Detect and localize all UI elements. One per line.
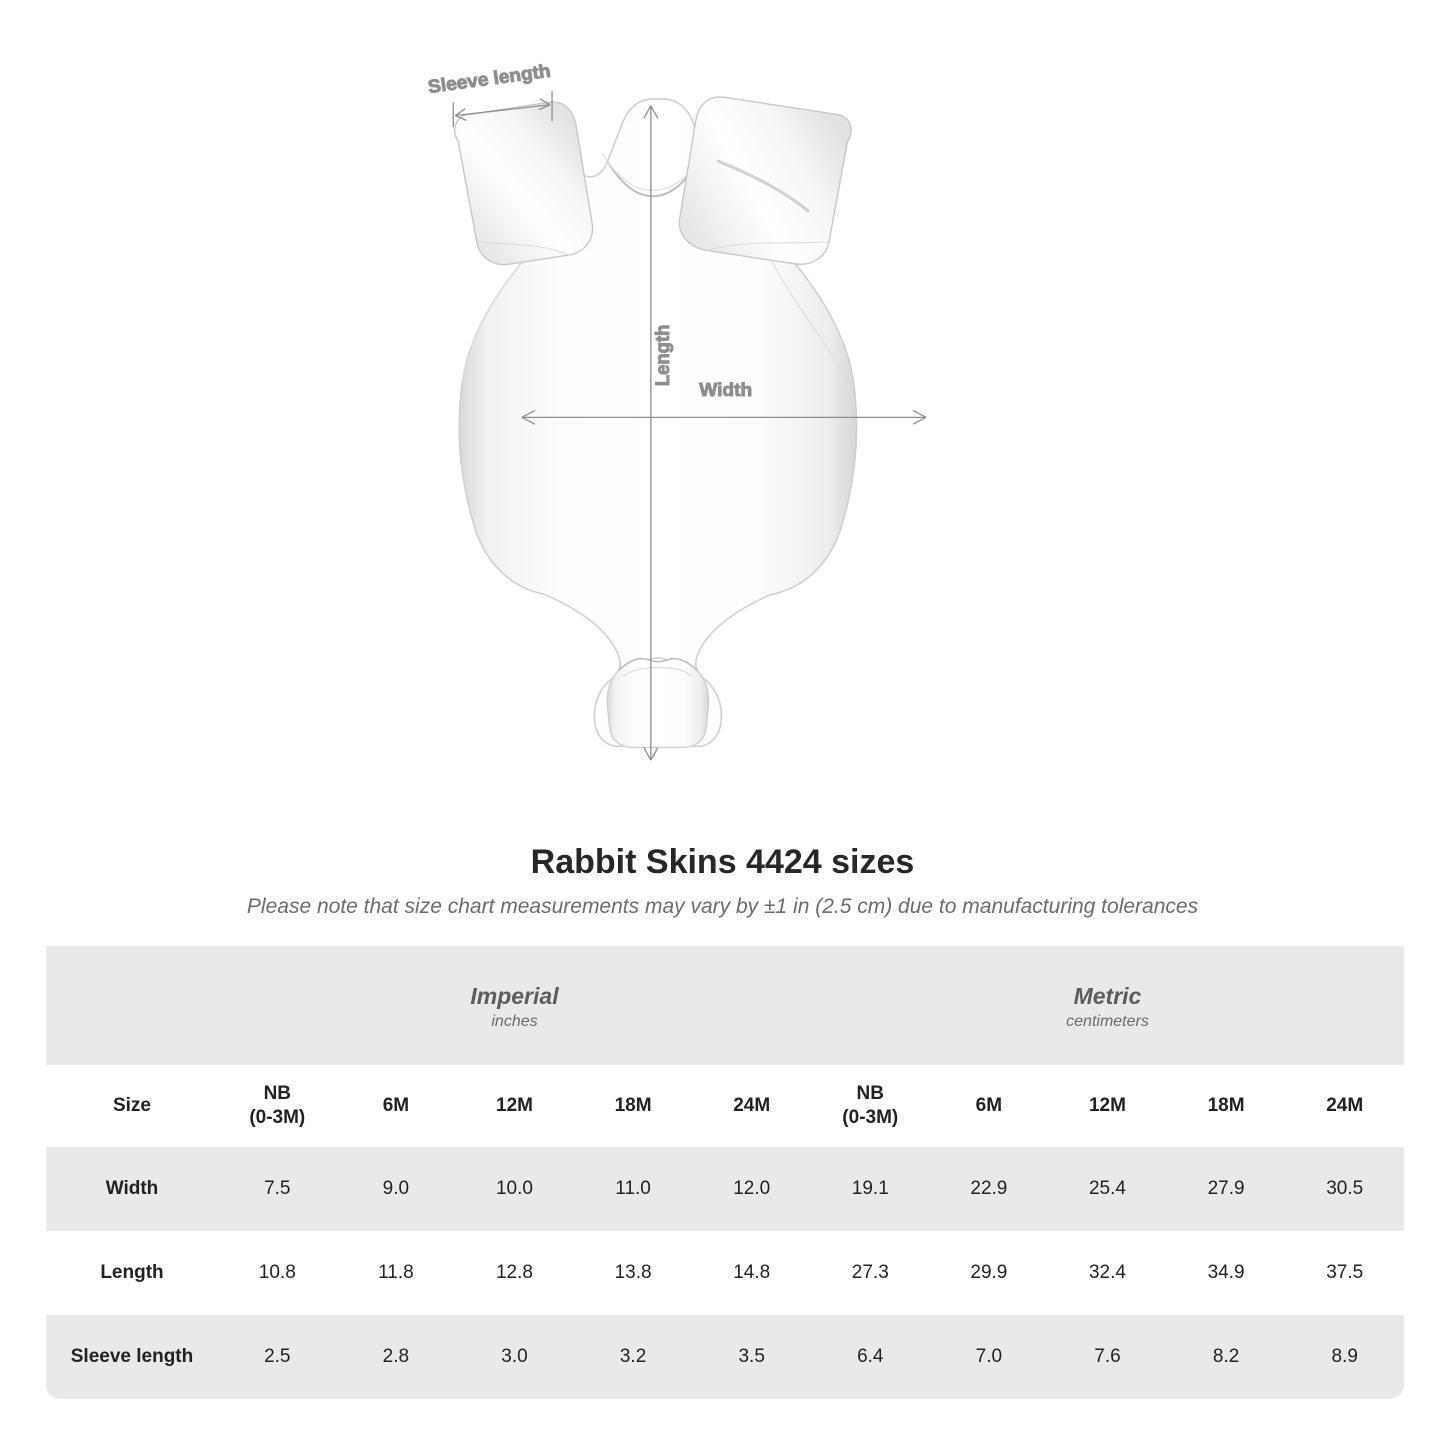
svg-text:Width: Width [699,379,752,400]
svg-text:Length: Length [652,325,673,387]
svg-text:Sleeve length: Sleeve length [427,60,552,97]
